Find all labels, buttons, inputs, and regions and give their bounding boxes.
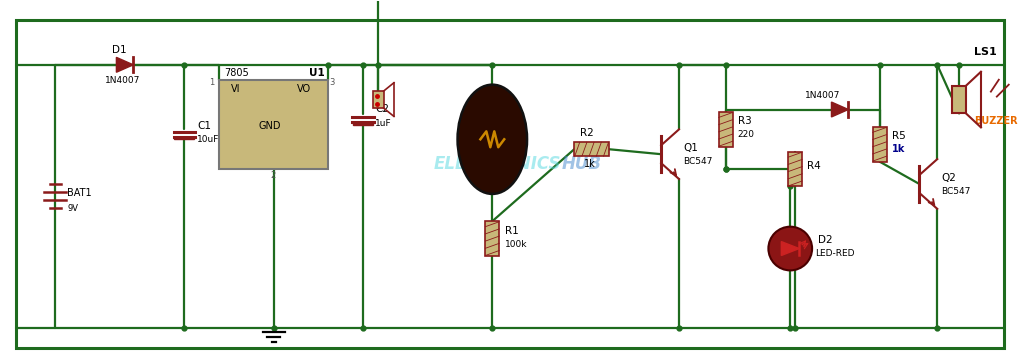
Text: C2: C2 <box>376 104 389 115</box>
Bar <box>485 221 500 256</box>
Bar <box>372 91 384 108</box>
Bar <box>719 112 733 147</box>
Text: BAT1: BAT1 <box>68 189 92 198</box>
Ellipse shape <box>458 85 527 194</box>
Bar <box>575 142 609 156</box>
Text: 10uF: 10uF <box>197 135 220 144</box>
Text: 1k: 1k <box>584 159 595 169</box>
Bar <box>220 80 328 169</box>
Text: HUB: HUB <box>561 155 601 173</box>
Text: D2: D2 <box>818 234 833 245</box>
Text: D1: D1 <box>112 45 126 55</box>
Text: 7805: 7805 <box>224 68 249 78</box>
Text: 3: 3 <box>329 78 334 87</box>
Text: BC547: BC547 <box>941 187 971 196</box>
Polygon shape <box>831 102 849 117</box>
Text: 100k: 100k <box>505 240 527 249</box>
Text: 1k: 1k <box>892 144 905 154</box>
Text: LS1: LS1 <box>974 47 996 57</box>
Text: R3: R3 <box>738 116 751 126</box>
Text: Q2: Q2 <box>941 173 956 183</box>
Text: LED-RED: LED-RED <box>815 249 855 258</box>
Text: 1uF: 1uF <box>376 119 392 128</box>
Circle shape <box>768 227 813 270</box>
Text: 220: 220 <box>738 130 754 139</box>
Text: 1N4007: 1N4007 <box>805 91 840 100</box>
Text: VO: VO <box>297 84 311 94</box>
Text: R4: R4 <box>807 161 821 171</box>
Text: 1N4007: 1N4007 <box>105 76 141 85</box>
Text: 1: 1 <box>209 78 214 87</box>
Polygon shape <box>782 242 799 256</box>
Text: C1: C1 <box>197 121 211 131</box>
Text: 9V: 9V <box>68 204 78 213</box>
Bar <box>174 136 194 139</box>
Bar <box>788 152 802 186</box>
Text: VI: VI <box>231 84 241 94</box>
Text: R1: R1 <box>505 226 519 236</box>
Text: U1: U1 <box>309 68 324 78</box>
Bar <box>952 86 966 114</box>
Text: 2: 2 <box>271 171 276 180</box>
Polygon shape <box>116 58 133 72</box>
Text: GND: GND <box>259 121 281 131</box>
Bar <box>353 122 373 124</box>
Text: ELECTRONICS: ELECTRONICS <box>434 155 561 173</box>
Text: BC547: BC547 <box>683 157 712 166</box>
Text: R5: R5 <box>892 131 905 141</box>
Text: BUZZER: BUZZER <box>974 116 1018 126</box>
Text: R2: R2 <box>580 128 593 138</box>
Text: Q1: Q1 <box>683 143 698 153</box>
Bar <box>873 127 886 162</box>
